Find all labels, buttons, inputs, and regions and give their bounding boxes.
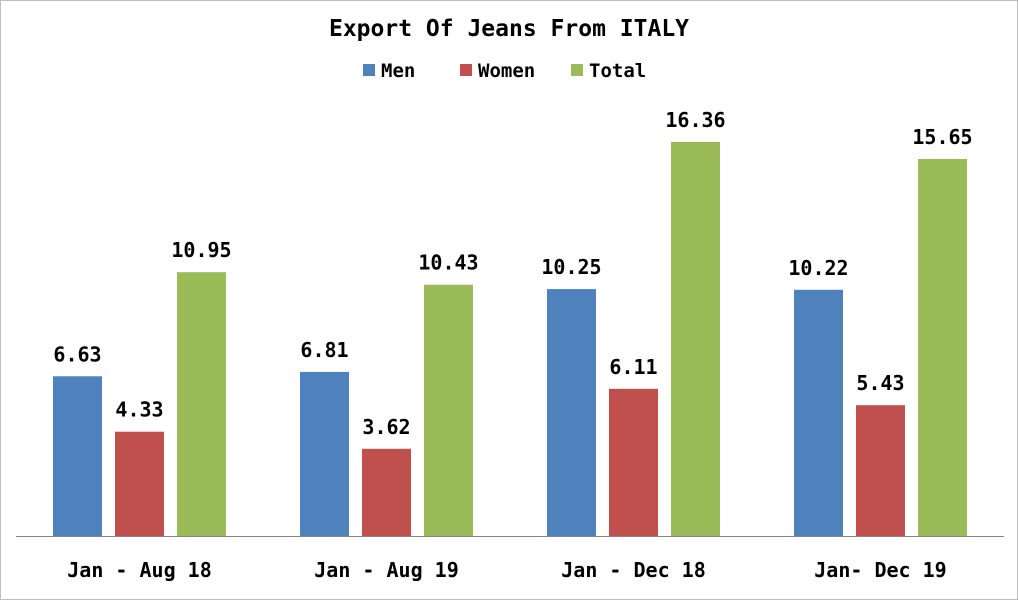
bar-total-1: [177, 272, 226, 536]
data-label-total-2: 10.43: [418, 251, 478, 275]
bar-women-1: [115, 431, 164, 536]
x-axis-tick-labels: Jan - Aug 18 Jan - Aug 19 Jan - Dec 18 Jan-…: [67, 558, 946, 582]
data-label-men-1: 6.63: [53, 342, 101, 366]
x-tick-label-1: Jan - Aug 18: [67, 558, 212, 582]
x-tick-label-3: Jan - Dec 18: [561, 558, 706, 582]
bar-total-3: [671, 141, 720, 536]
legend-label-men: Men: [381, 60, 415, 82]
bar-total-4: [918, 158, 967, 536]
bar-men-1: [53, 376, 102, 536]
bar-total-2: [424, 284, 473, 536]
data-label-women-3: 6.11: [609, 355, 657, 379]
data-label-total-4: 15.65: [912, 125, 972, 149]
bar-men-3: [547, 289, 596, 536]
data-label-total-3: 16.36: [665, 108, 725, 132]
legend-label-women: Women: [478, 60, 535, 82]
x-tick-label-4: Jan- Dec 19: [814, 558, 946, 582]
data-labels-group: 6.63 4.33 10.95 6.81 3.62 10.43 10.25 6.11 16.36…: [53, 108, 972, 439]
legend-swatch-men: [363, 64, 375, 76]
data-label-men-2: 6.81: [300, 338, 348, 362]
data-label-women-1: 4.33: [115, 398, 163, 422]
x-tick-label-2: Jan - Aug 19: [314, 558, 459, 582]
bar-women-4: [856, 405, 905, 536]
bar-women-3: [609, 388, 658, 536]
data-label-men-4: 10.22: [788, 256, 848, 280]
bar-women-2: [362, 448, 411, 536]
data-label-men-3: 10.25: [541, 255, 601, 279]
bar-men-2: [300, 371, 349, 536]
bar-men-4: [794, 289, 843, 536]
chart-title: Export Of Jeans From ITALY: [329, 16, 689, 42]
data-label-women-2: 3.62: [362, 415, 410, 439]
data-label-women-4: 5.43: [856, 371, 904, 395]
legend-label-total: Total: [589, 60, 646, 82]
data-label-total-1: 10.95: [171, 238, 231, 262]
legend-swatch-women: [460, 64, 472, 76]
legend-swatch-total: [571, 64, 583, 76]
legend: Men Women Total: [363, 60, 646, 82]
bars-group: [53, 141, 967, 536]
